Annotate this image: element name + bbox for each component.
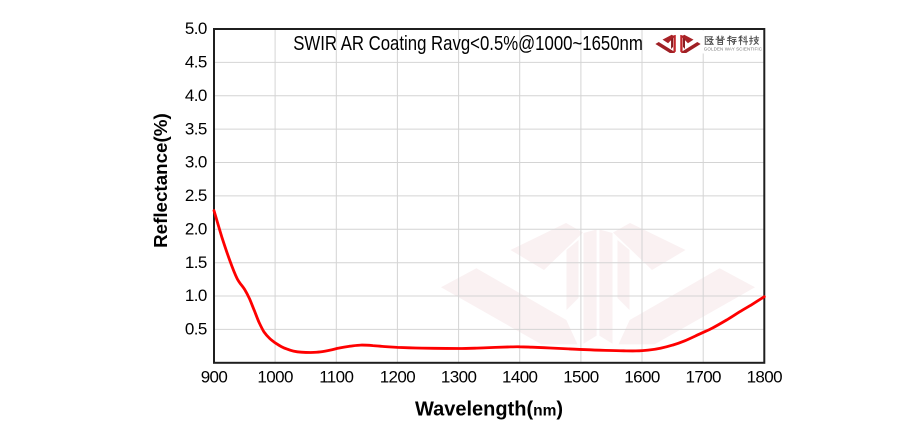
svg-text:SWIR AR Coating Ravg<0.5%@1000: SWIR AR Coating Ravg<0.5%@1000~1650nm xyxy=(293,32,643,55)
svg-text:1400: 1400 xyxy=(502,368,538,387)
svg-text:3.5: 3.5 xyxy=(185,119,207,138)
svg-text:GOLDEN WAY SCIENTIFIC: GOLDEN WAY SCIENTIFIC xyxy=(704,47,763,52)
svg-text:3.0: 3.0 xyxy=(185,153,207,172)
svg-text:1300: 1300 xyxy=(441,368,477,387)
svg-text:1600: 1600 xyxy=(624,368,660,387)
svg-text:1500: 1500 xyxy=(563,368,599,387)
svg-text:2.0: 2.0 xyxy=(185,220,207,239)
svg-text:2.5: 2.5 xyxy=(185,186,207,205)
svg-text:Wavelength(nm): Wavelength(nm) xyxy=(415,398,563,420)
svg-text:1000: 1000 xyxy=(257,368,293,387)
svg-text:1.0: 1.0 xyxy=(185,286,207,305)
svg-text:1800: 1800 xyxy=(747,368,783,387)
svg-text:Reflectance(%): Reflectance(%) xyxy=(150,113,171,248)
svg-text:900: 900 xyxy=(201,368,228,387)
svg-text:4.5: 4.5 xyxy=(185,53,207,72)
svg-text:1700: 1700 xyxy=(685,368,721,387)
svg-text:1.5: 1.5 xyxy=(185,253,207,272)
svg-text:0.5: 0.5 xyxy=(185,320,207,339)
svg-text:4.0: 4.0 xyxy=(185,86,207,105)
svg-text:5.0: 5.0 xyxy=(185,19,207,38)
svg-text:1200: 1200 xyxy=(380,368,416,387)
svg-text:1100: 1100 xyxy=(319,368,353,387)
